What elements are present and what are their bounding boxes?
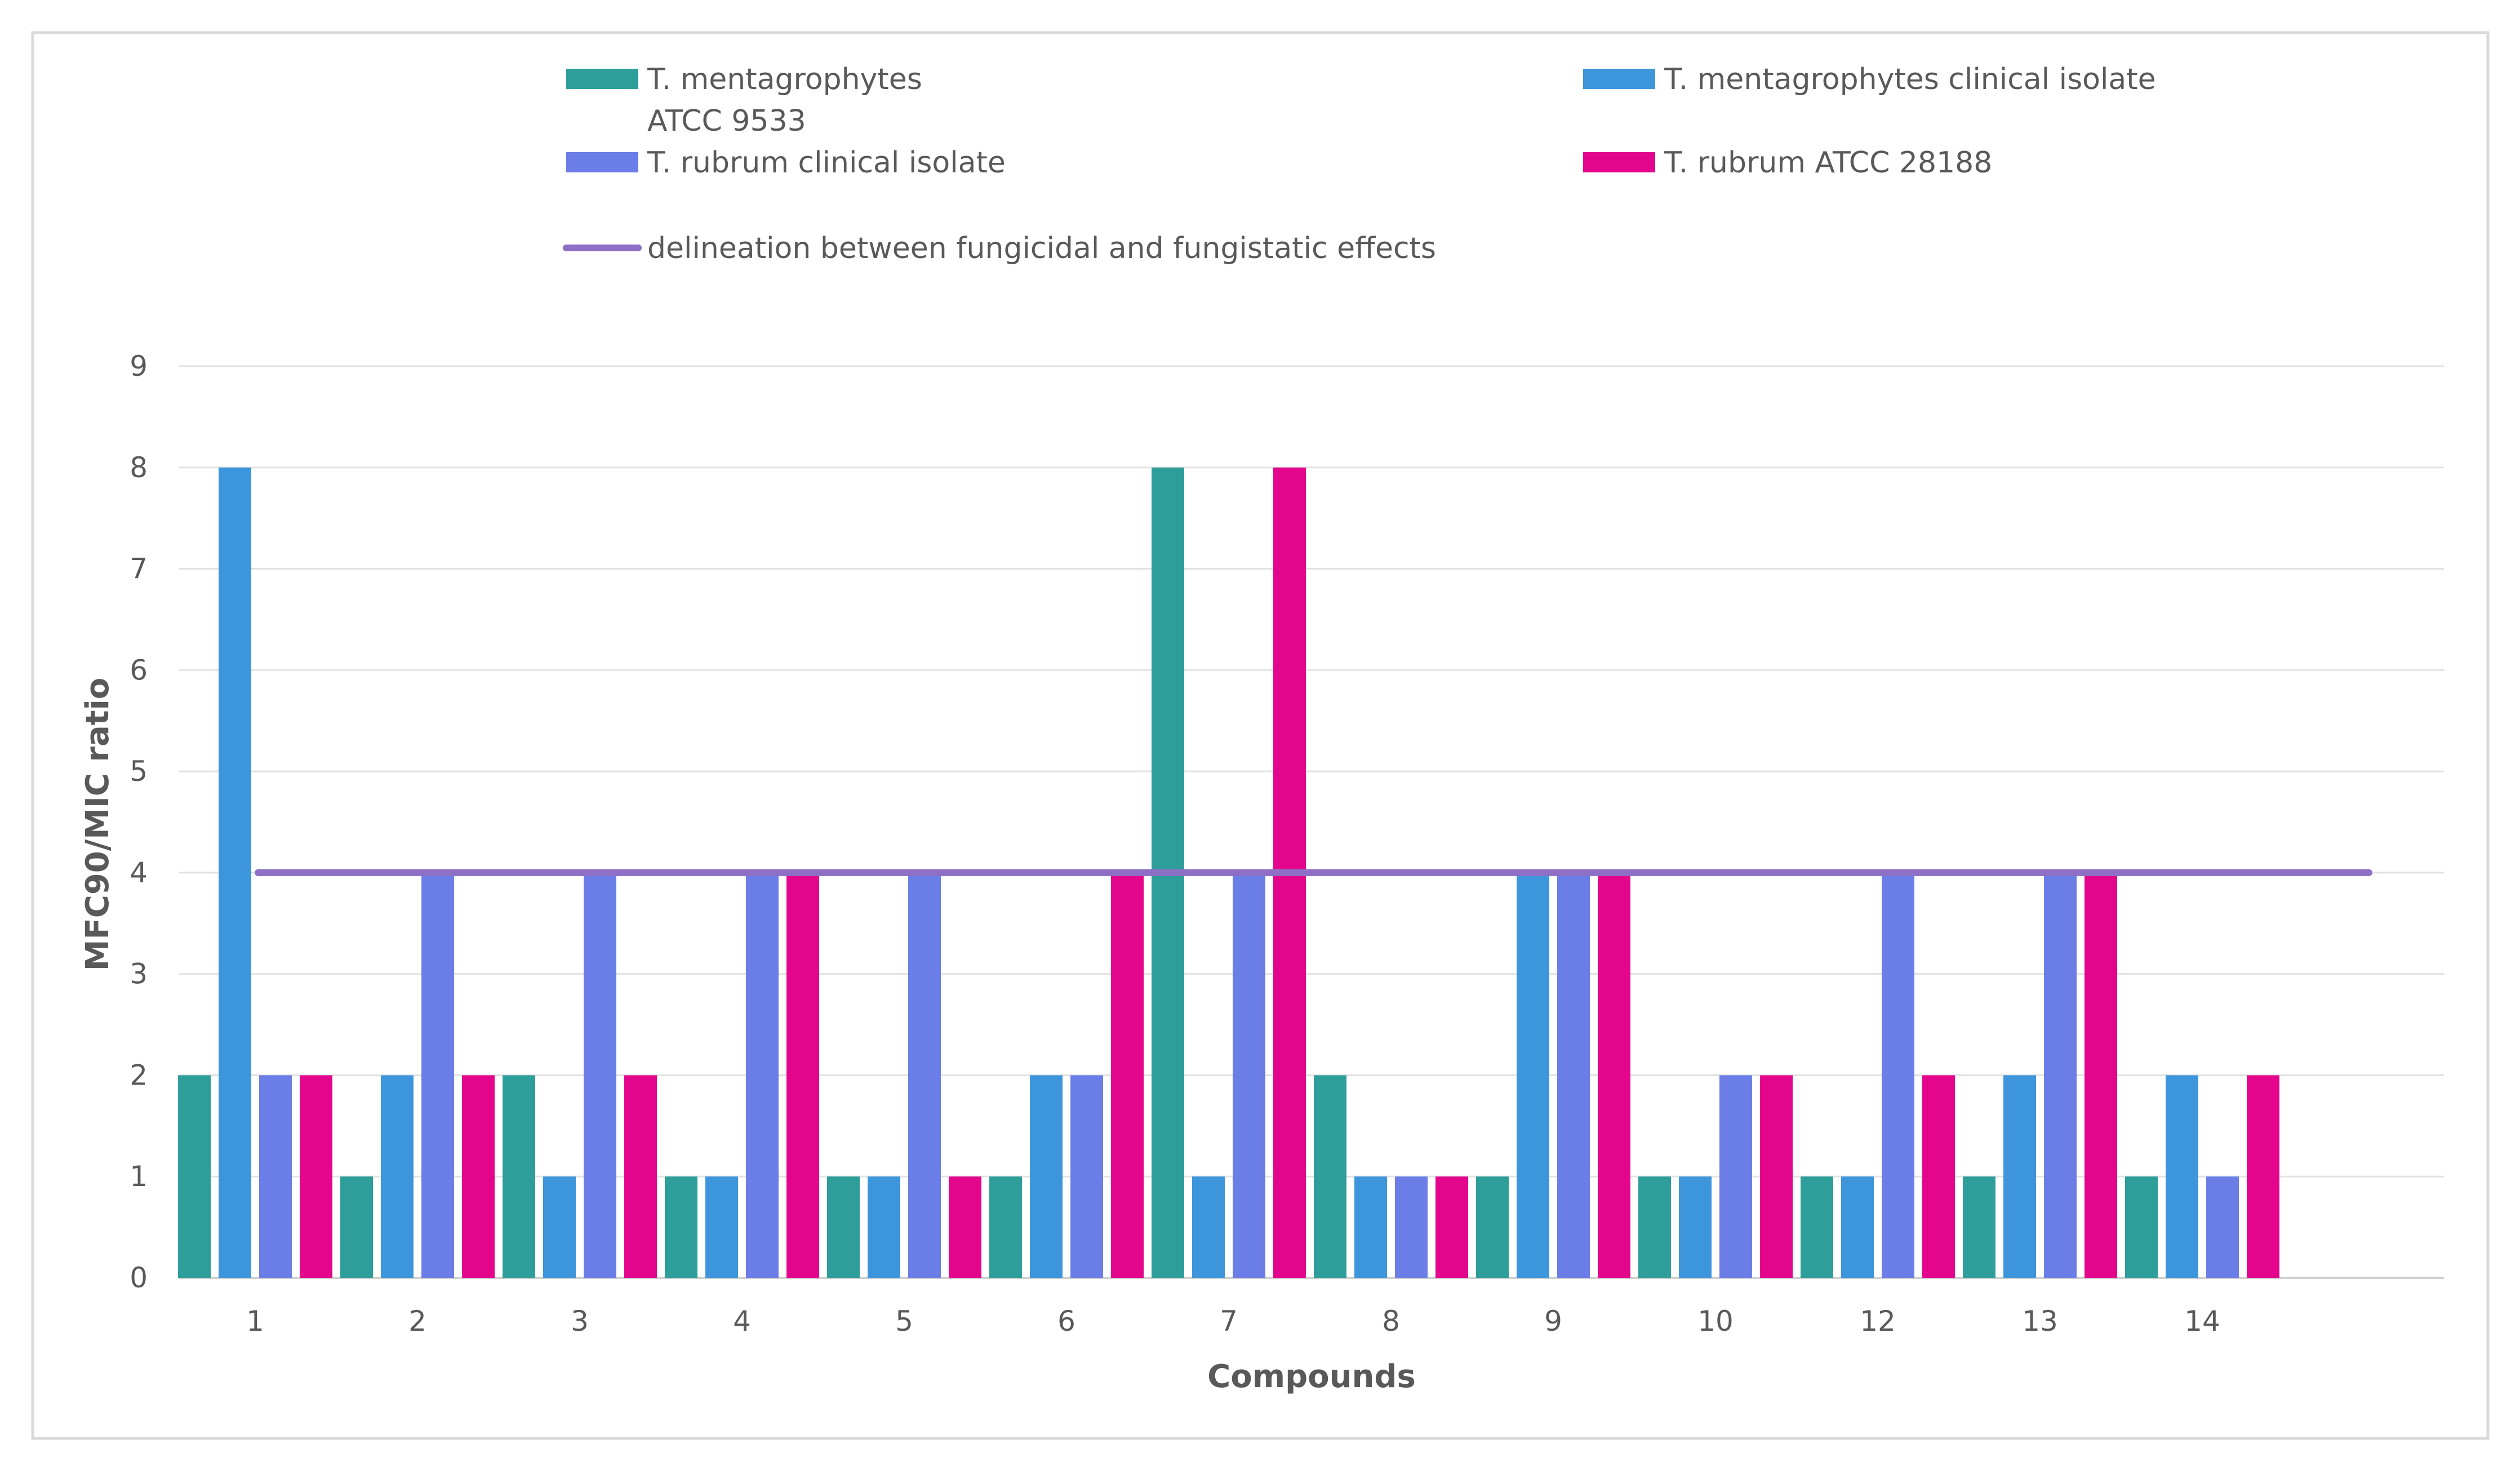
bar — [2085, 872, 2117, 1278]
bar — [1435, 1176, 1468, 1278]
bar — [1314, 1075, 1346, 1278]
bar — [746, 872, 779, 1278]
legend-label: T. rubrum ATCC 28188 — [1664, 146, 1992, 180]
y-axis-title: MFC90/MIC ratio — [79, 678, 116, 971]
bar — [1679, 1176, 1712, 1278]
bar — [543, 1176, 576, 1278]
bar — [1395, 1176, 1428, 1278]
x-axis-title: Compounds — [1207, 1358, 1416, 1395]
bar — [2044, 872, 2077, 1278]
x-tick-label: 7 — [1220, 1305, 1238, 1338]
bar — [1192, 1176, 1225, 1278]
bar — [421, 872, 454, 1278]
y-tick-label: 2 — [130, 1059, 148, 1091]
bar — [1922, 1075, 1955, 1278]
bar — [1030, 1075, 1063, 1278]
bar — [300, 1075, 332, 1278]
bar — [989, 1176, 1022, 1278]
x-tick-label: 13 — [2022, 1305, 2058, 1338]
bar — [1354, 1176, 1387, 1278]
bar — [1598, 872, 1630, 1278]
bar — [503, 1075, 535, 1278]
bars — [178, 467, 2279, 1278]
legend-swatch — [1583, 152, 1655, 172]
y-tick-label: 5 — [130, 755, 148, 788]
bar — [1557, 872, 1590, 1278]
x-tick-label: 5 — [895, 1305, 913, 1338]
bar — [2166, 1075, 2198, 1278]
bar — [584, 872, 616, 1278]
bar — [2003, 1075, 2036, 1278]
y-tick-label: 6 — [130, 654, 148, 686]
y-tick-label: 9 — [130, 350, 148, 383]
bar — [827, 1176, 860, 1278]
bar — [1719, 1075, 1752, 1278]
legend-label: T. mentagrophytes clinical isolate — [1664, 63, 2156, 96]
bar — [219, 467, 251, 1278]
bar — [381, 1075, 414, 1278]
bar — [1760, 1075, 1793, 1278]
bar — [868, 1176, 900, 1278]
bar — [2125, 1176, 2158, 1278]
x-tick-label: 3 — [571, 1305, 589, 1338]
legend-swatch — [1583, 69, 1655, 89]
legend-swatch — [566, 69, 638, 89]
bar — [1517, 872, 1549, 1278]
legend-label: T. rubrum clinical isolate — [647, 146, 1006, 180]
bar — [705, 1176, 738, 1278]
legend-swatch — [566, 152, 638, 172]
y-tick-label: 4 — [130, 856, 148, 889]
bar — [624, 1075, 657, 1278]
legend: T. mentagrophytes ATCC 9533 T. mentagrophy… — [563, 63, 2156, 265]
legend-label: T. mentagrophytes — [647, 63, 922, 96]
bar — [1963, 1176, 1995, 1278]
legend-label: delineation between fungicidal and fungi… — [647, 232, 1436, 265]
bar — [2206, 1176, 2239, 1278]
bar — [1070, 1075, 1103, 1278]
bar — [1882, 872, 1914, 1278]
bar — [1841, 1176, 1874, 1278]
bar — [462, 1075, 495, 1278]
x-tick-label: 8 — [1382, 1305, 1400, 1338]
legend-label: ATCC 9533 — [647, 104, 806, 138]
x-tick-label: 12 — [1860, 1305, 1896, 1338]
bar — [1476, 1176, 1509, 1278]
bar — [786, 872, 819, 1278]
x-tick-label: 1 — [246, 1305, 264, 1338]
y-tick-label: 1 — [130, 1160, 148, 1193]
bar — [1111, 872, 1144, 1278]
x-tick-label: 14 — [2184, 1305, 2220, 1338]
bar — [949, 1176, 981, 1278]
x-tick-label: 10 — [1697, 1305, 1734, 1338]
bar — [908, 872, 941, 1278]
x-tick-label: 6 — [1057, 1305, 1075, 1338]
bar — [1801, 1176, 1833, 1278]
bar — [340, 1176, 373, 1278]
x-tick-label: 4 — [733, 1305, 751, 1338]
bar — [178, 1075, 211, 1278]
y-tick-label: 0 — [130, 1261, 148, 1294]
x-tick-label: 2 — [408, 1305, 426, 1338]
bar — [1638, 1176, 1671, 1278]
x-tick-label: 9 — [1544, 1305, 1562, 1338]
y-tick-label: 3 — [130, 958, 148, 990]
y-tick-label: 8 — [130, 451, 148, 484]
bar — [2247, 1075, 2279, 1278]
bar — [1233, 872, 1265, 1278]
bar — [665, 1176, 697, 1278]
y-tick-label: 7 — [130, 553, 148, 585]
bar — [259, 1075, 292, 1278]
